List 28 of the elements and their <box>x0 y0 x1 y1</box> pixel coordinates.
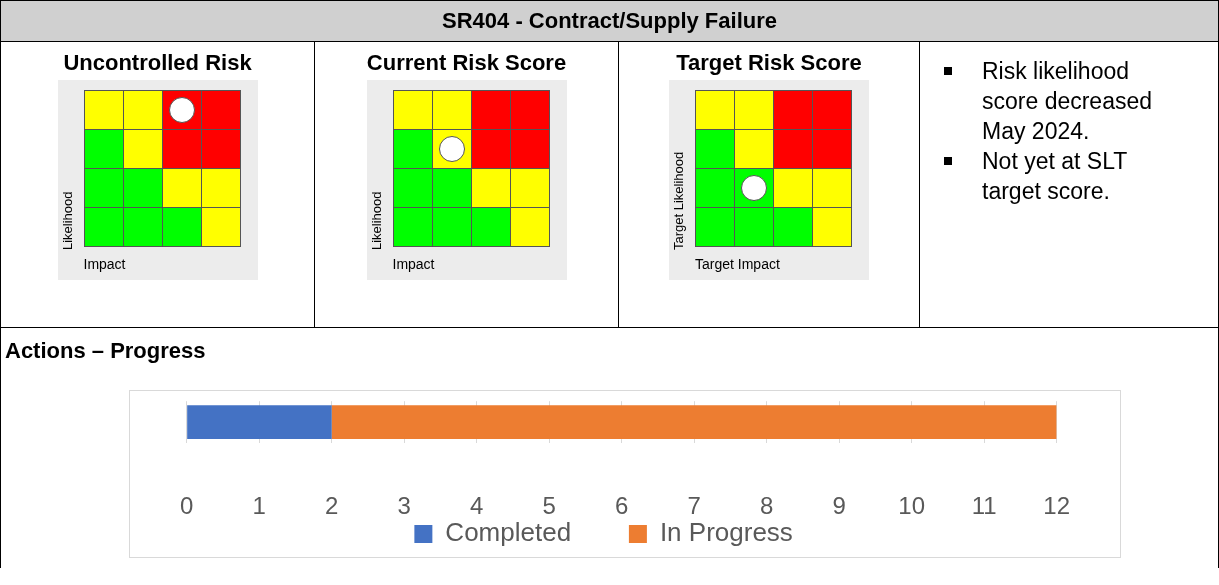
text: SR404 - Contract/Supply Failure <box>442 8 777 34</box>
legend-label: Completed <box>445 517 629 548</box>
x-tick-label: 8 <box>759 492 774 520</box>
text: Impact <box>392 256 435 272</box>
text: Risk likelihood score decreased May 2024. <box>982 57 1154 146</box>
x-tick-label: 1 <box>252 492 266 520</box>
x-tick-label: 7 <box>687 492 701 520</box>
text: Impact <box>83 256 126 272</box>
text: Target Impact <box>695 256 780 272</box>
legend-label: In Progress <box>659 517 851 548</box>
x-tick-label: 10 <box>898 492 926 520</box>
text: Likelihood <box>59 191 75 250</box>
x-tick-label: 0 <box>179 492 194 520</box>
text: Uncontrolled Risk <box>62 49 253 77</box>
text: Current Risk Score <box>365 49 568 77</box>
x-tick-label: 6 <box>614 492 629 520</box>
text: Target Likelihood <box>671 151 686 250</box>
x-tick-label: 11 <box>971 492 997 520</box>
x-tick-label: 3 <box>397 492 411 520</box>
x-tick-label: 2 <box>324 492 339 520</box>
x-tick-label: 5 <box>542 492 556 520</box>
text: Likelihood <box>368 191 384 250</box>
x-tick-label: 12 <box>1043 492 1070 520</box>
x-tick-label: 4 <box>469 492 484 520</box>
x-tick-label: 9 <box>832 492 846 520</box>
chart-title: Actions – Progress <box>5 337 207 364</box>
text: Not yet at SLT target score. <box>982 147 1128 206</box>
text: Target Risk Score <box>675 49 863 77</box>
